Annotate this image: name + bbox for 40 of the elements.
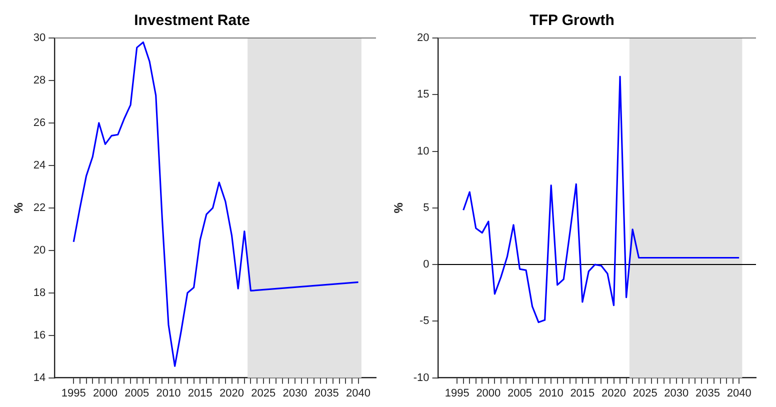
y-axis-title: %: [12, 202, 26, 214]
x-tick-label: 2025: [251, 387, 276, 400]
y-tick-label: -10: [413, 372, 430, 384]
x-tick-label: 2030: [282, 387, 308, 400]
y-tick-label: 0: [423, 258, 430, 271]
x-tick-label: 2000: [476, 387, 501, 400]
y-tick-label: 10: [417, 145, 430, 158]
x-tick-label: 2035: [314, 387, 339, 400]
x-tick-label: 2010: [538, 387, 564, 400]
y-tick-label: 22: [33, 202, 46, 214]
x-tick-label: 2040: [346, 387, 371, 400]
y-axis-title: %: [392, 202, 406, 214]
y-tick-label: 16: [33, 329, 46, 342]
x-tick-label: 2000: [93, 387, 118, 400]
y-tick-label: 5: [423, 202, 430, 214]
y-tick-label: 15: [417, 88, 430, 101]
x-tick-label: 2040: [726, 387, 752, 400]
x-tick-label: 2025: [632, 387, 658, 400]
chart-title: TFP Growth: [530, 12, 614, 30]
y-tick-label: 20: [33, 244, 46, 256]
x-tick-label: 1995: [444, 387, 470, 400]
y-tick-label: 28: [33, 74, 46, 87]
x-tick-label: 2035: [696, 387, 720, 400]
y-tick-label: 20: [417, 32, 430, 44]
x-tick-label: 2005: [124, 387, 150, 400]
y-tick-label: 14: [33, 372, 46, 384]
x-tick-label: 2020: [602, 387, 626, 400]
x-tick-label: 2015: [188, 387, 212, 400]
chart-title: Investment Rate: [134, 12, 250, 30]
x-tick-label: 2005: [508, 387, 532, 400]
y-tick-label: 24: [33, 159, 46, 172]
x-tick-label: 2010: [156, 387, 181, 400]
y-tick-label: 18: [33, 286, 46, 299]
x-tick-label: 2020: [220, 387, 244, 400]
x-tick-label: 2015: [570, 387, 595, 400]
x-tick-label: 2030: [664, 387, 689, 400]
y-tick-label: 30: [33, 32, 46, 44]
y-tick-label: -5: [420, 315, 430, 328]
x-tick-label: 1995: [61, 387, 86, 400]
y-tick-label: 26: [33, 116, 46, 129]
